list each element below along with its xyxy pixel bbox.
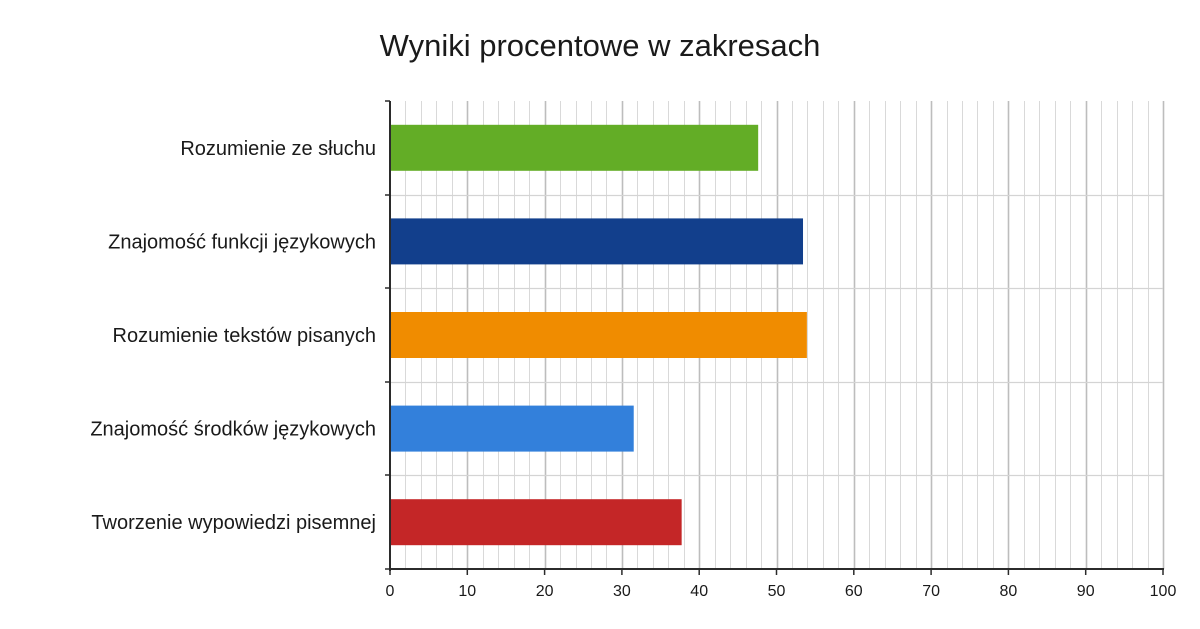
category-label: Rozumienie ze słuchu (180, 138, 376, 160)
bar-1 (391, 124, 759, 171)
x-tick-label: 10 (458, 583, 476, 600)
category-label: Znajomość środków językowych (90, 419, 376, 441)
category-label: Rozumienie tekstów pisanych (113, 325, 376, 347)
axes (385, 100, 1164, 575)
bars (391, 124, 807, 546)
x-tick-label: 40 (690, 583, 708, 600)
bar-5 (391, 499, 682, 546)
x-tick-label: 90 (1077, 583, 1095, 600)
labels: Rozumienie ze słuchu Znajomość funkcji ję… (90, 138, 1176, 600)
bar-2 (391, 218, 804, 265)
x-tick-label: 100 (1150, 583, 1177, 600)
bar-4 (391, 405, 634, 452)
x-tick-label: 70 (922, 583, 940, 600)
bar-3 (391, 312, 807, 358)
x-tick-label: 80 (1000, 583, 1018, 600)
category-label: Znajomość funkcji językowych (108, 231, 376, 253)
category-label: Tworzenie wypowiedzi pisemnej (91, 512, 376, 534)
x-tick-label: 30 (613, 583, 631, 600)
x-tick-label: 60 (845, 583, 863, 600)
chart-title: Wyniki procentowe w zakresach (379, 28, 821, 63)
x-tick-label: 50 (768, 583, 786, 600)
x-tick-label: 20 (536, 583, 554, 600)
x-tick-label: 0 (386, 583, 395, 600)
